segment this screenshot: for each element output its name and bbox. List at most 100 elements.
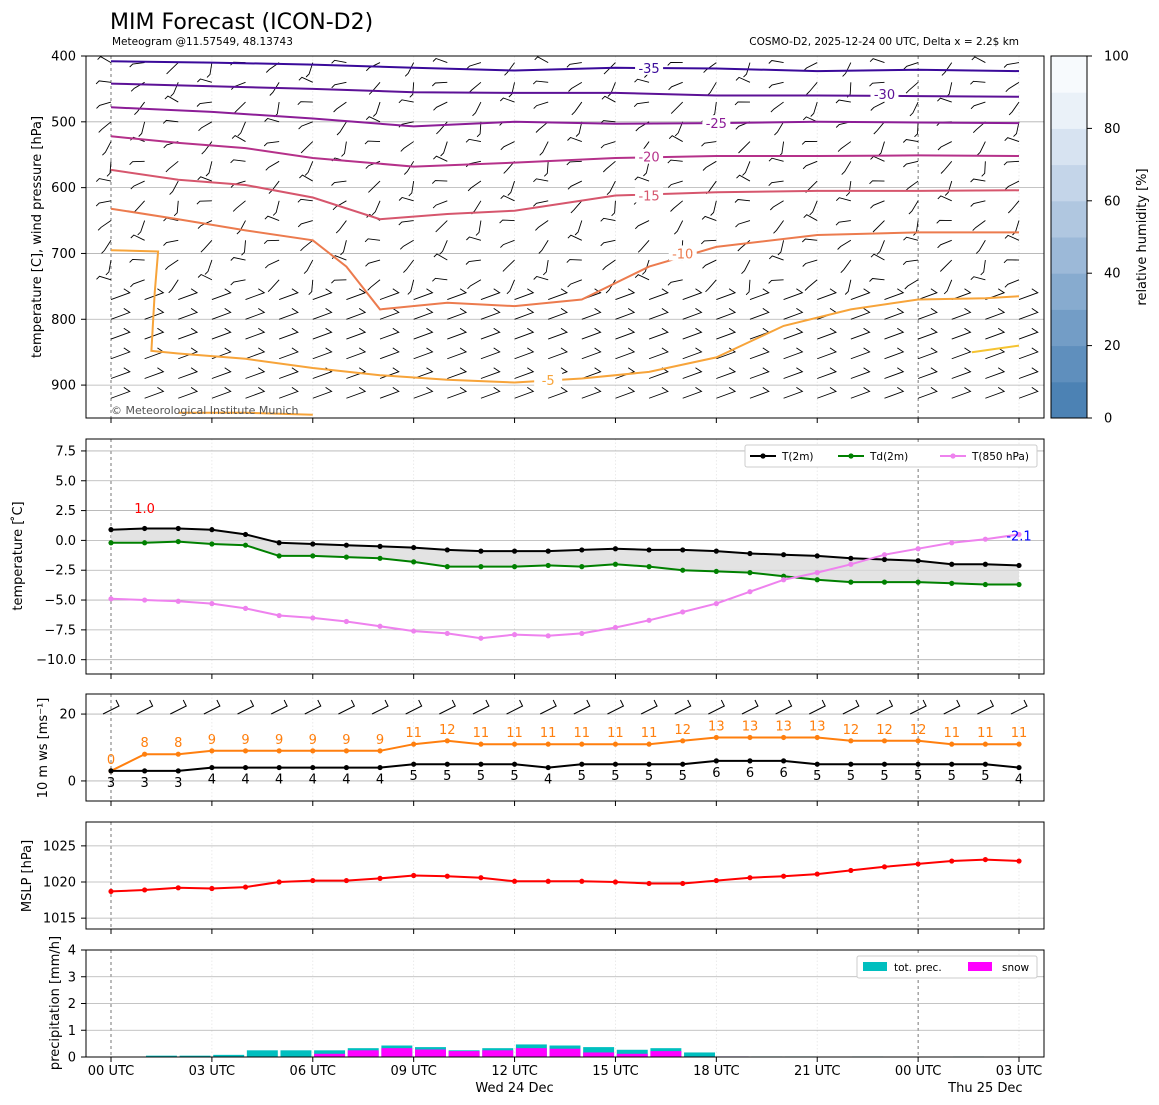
isotherm-line (110, 135, 1020, 168)
mslp-tick-label: 1025 (43, 839, 76, 854)
wind-barb-icon (936, 219, 952, 224)
wind-barb-icon (917, 367, 938, 379)
wind-barb-icon (211, 288, 232, 300)
wind-barb-icon (943, 279, 953, 295)
isotherm-label: -10 (672, 247, 693, 262)
series-point (713, 548, 719, 554)
wind-barb-icon (164, 259, 179, 271)
series-point (209, 601, 215, 607)
wind-barb-icon (749, 367, 770, 379)
wind-barb-icon (539, 699, 557, 715)
legend-label: T(850 hPa) (971, 451, 1029, 463)
wind-barb-icon (835, 197, 851, 202)
wind-barb-icon (144, 387, 165, 399)
series-point (108, 540, 114, 546)
wind-barb-icon (738, 141, 751, 154)
series-point (478, 548, 484, 554)
isotherm-label-bg (635, 187, 664, 203)
wind-barb-icon (178, 288, 199, 300)
colorbar-cell (1051, 381, 1087, 419)
series-point (915, 558, 921, 564)
series-point (881, 761, 888, 767)
gust-label: 13 (708, 719, 725, 734)
windspeed-label: 5 (914, 769, 922, 784)
series-point (209, 527, 215, 533)
windspeed-label: 3 (107, 776, 115, 791)
humidity-colorbar: 0 20 40 60 80 100 relative humidity [%] (1050, 50, 1150, 427)
wind-barb-icon (768, 81, 784, 89)
wind-barb-icon (535, 220, 549, 231)
wind-barb-icon (164, 95, 179, 103)
precip-bar (314, 1050, 346, 1057)
wind-barb-icon (197, 220, 213, 229)
wind-barb-icon (783, 347, 804, 360)
windspeed-label: 5 (410, 769, 418, 784)
isotherm-label-bg (702, 115, 731, 131)
wind-barb-icon (972, 121, 986, 134)
wind-barb-icon (432, 200, 448, 209)
wind-barb-icon (211, 387, 232, 399)
wind-barb-icon (245, 308, 266, 320)
wind-barb-icon (506, 699, 524, 715)
wind-barb-icon (198, 121, 213, 132)
wind-barb-icon (514, 308, 535, 320)
series-point (175, 751, 181, 757)
date-label: Thu 25 Dec (947, 1081, 1022, 1096)
pressure-tick-label: 400 (51, 50, 76, 65)
windspeed-label: 5 (578, 769, 586, 784)
series-point (478, 875, 484, 881)
isotherm-line (110, 82, 1020, 98)
wind-barb-icon (130, 279, 145, 288)
precip-bar (381, 1048, 413, 1057)
wind-barb-icon (431, 180, 448, 184)
wind-barb-icon (365, 62, 381, 72)
wind-barb-icon (237, 699, 255, 715)
windspeed-label: 5 (443, 769, 451, 784)
wind-barb-icon (850, 327, 871, 340)
wind-barb-icon (742, 161, 751, 176)
wind-barb-icon (884, 347, 905, 360)
wind-barb-icon (810, 101, 818, 117)
wind-barb-icon (716, 387, 737, 399)
series-point (377, 555, 383, 561)
wind-barb-icon (278, 347, 299, 360)
wind-barb-icon (783, 387, 804, 399)
series-point (982, 761, 988, 767)
wind-barb-icon (903, 62, 919, 70)
wind-barb-icon (568, 81, 583, 92)
series-point (209, 764, 215, 771)
wind-barb-icon (600, 141, 616, 149)
wind-barb-icon (110, 347, 131, 360)
gust-label: 9 (376, 733, 384, 748)
colorbar-tick-label: 60 (1104, 194, 1121, 209)
gust-label: 11 (473, 726, 490, 741)
wind-barb-icon (144, 288, 165, 300)
colorbar-label: relative humidity [%] (1135, 168, 1150, 305)
wind-barb-icon (413, 367, 434, 379)
wind-barb-icon (944, 180, 953, 196)
wind-panel: 0 8 8 9 9 9 9 9 9 11 12 11 11 11 11 11 11 12 13 13 13 13 12 12 1… (36, 693, 1045, 802)
wind-barb-icon (263, 141, 280, 147)
wind-barb-icon (433, 253, 448, 261)
wind-barb-icon (940, 161, 953, 174)
series-point (142, 525, 148, 532)
wind-barb-icon (431, 81, 448, 87)
wind-barb-icon (602, 160, 616, 173)
series-point (108, 527, 114, 533)
series-point (747, 550, 753, 557)
wind-barb-icon (507, 180, 515, 196)
wind-barb-icon (1003, 259, 1020, 264)
wind-barb-icon (801, 238, 818, 243)
wind-barb-icon (884, 367, 905, 379)
wind-barb-icon (869, 81, 885, 87)
isotherm-line (110, 249, 1020, 384)
pressure-tick-label: 700 (51, 247, 76, 262)
wind-barb-icon (196, 200, 212, 205)
wind-barb-icon (904, 279, 919, 290)
series-point (848, 579, 854, 585)
series-point (814, 734, 820, 741)
wind-barb-icon (236, 220, 246, 235)
wind-barb-icon (514, 327, 535, 340)
wind-barb-icon (977, 699, 995, 715)
precip-bar (347, 1050, 379, 1057)
